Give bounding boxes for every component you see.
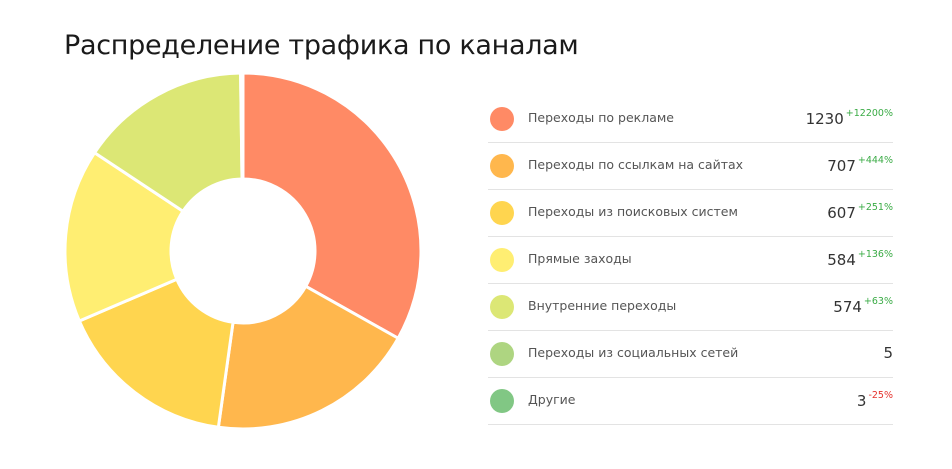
legend-item: Переходы из социальных сетей 5 — [488, 331, 893, 378]
legend-color-dot — [490, 342, 514, 366]
legend-item: Прямые заходы 584 +136% — [488, 237, 893, 284]
legend-change: +444% — [857, 155, 893, 166]
donut-chart — [63, 71, 423, 431]
legend-label: Переходы из социальных сетей — [528, 345, 739, 360]
legend-item: Переходы по рекламе 1230 +12200% — [488, 96, 893, 143]
legend-label: Переходы по рекламе — [528, 110, 674, 125]
legend-change: +136% — [857, 249, 893, 260]
legend-item: Другие 3 -25% — [488, 378, 893, 425]
donut-slice — [93, 71, 244, 213]
donut-slice — [240, 71, 245, 181]
legend-label: Внутренние переходы — [528, 298, 677, 313]
legend-change: -25% — [868, 390, 893, 401]
legend-value: 3 — [856, 392, 867, 410]
donut-slice — [63, 151, 185, 323]
legend-item: Переходы из поисковых систем 607 +251% — [488, 190, 893, 237]
legend-value-group: 1230 +12200% — [806, 108, 893, 128]
legend-label: Прямые заходы — [528, 251, 632, 266]
donut-slice — [241, 71, 423, 340]
legend-label: Переходы по ссылкам на сайтах — [528, 157, 744, 172]
legend-color-dot — [490, 154, 514, 178]
legend-value: 707 — [827, 157, 856, 175]
legend-value: 574 — [833, 298, 862, 316]
legend-value: 607 — [827, 204, 856, 222]
donut-slice — [77, 277, 235, 429]
legend-value-group: 607 +251% — [827, 202, 893, 222]
legend-value: 1230 — [805, 110, 844, 128]
legend-item: Внутренние переходы 574 +63% — [488, 284, 893, 331]
legend-color-dot — [490, 248, 514, 272]
legend-value-group: 707 +444% — [827, 155, 893, 175]
legend-color-dot — [490, 201, 514, 225]
legend-color-dot — [490, 389, 514, 413]
legend: Переходы по рекламе 1230 +12200% Переходы п… — [488, 96, 893, 425]
donut-slice — [216, 284, 400, 431]
legend-change: +12200% — [845, 108, 893, 119]
legend-change: +251% — [857, 202, 893, 213]
legend-value-group: 584 +136% — [827, 249, 893, 269]
legend-item: Переходы по ссылкам на сайтах 707 +444% — [488, 143, 893, 190]
legend-color-dot — [490, 295, 514, 319]
legend-color-dot — [490, 107, 514, 131]
legend-change: +63% — [863, 296, 893, 307]
legend-value: 5 — [883, 344, 893, 362]
legend-value-group: 3 -25% — [857, 390, 893, 410]
legend-value: 584 — [827, 251, 856, 269]
legend-label: Другие — [528, 392, 576, 407]
legend-value-group: 574 +63% — [833, 296, 893, 316]
legend-label: Переходы из поисковых систем — [528, 204, 738, 219]
chart-title: Распределение трафика по каналам — [64, 30, 579, 61]
legend-value-group: 5 — [883, 343, 893, 362]
